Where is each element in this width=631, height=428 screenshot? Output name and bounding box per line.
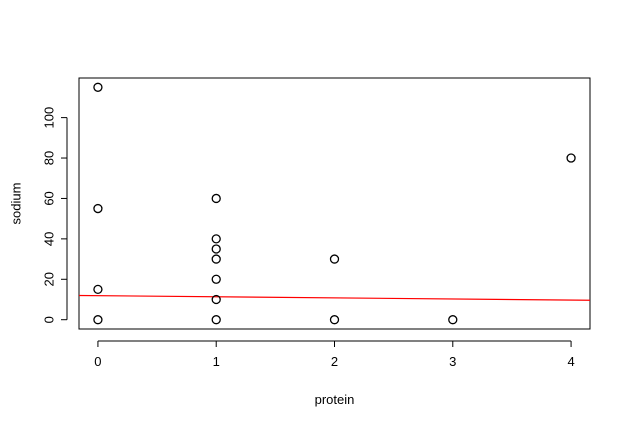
y-tick-label: 40 [41, 232, 56, 246]
data-point [329, 254, 340, 264]
y-tick-label: 0 [41, 316, 56, 323]
data-point [211, 294, 221, 305]
data-point [329, 315, 340, 325]
x-tick-label: 2 [331, 354, 338, 369]
y-tick-label: 60 [41, 191, 56, 205]
x-tick-label: 4 [567, 354, 574, 369]
data-point [93, 284, 103, 295]
y-tick-label: 80 [41, 151, 56, 165]
data-point [211, 244, 221, 254]
y-axis-label: sodium [8, 183, 23, 225]
y-tick-label: 20 [41, 272, 56, 286]
data-point [211, 193, 221, 204]
data-point [448, 315, 458, 325]
data-point [211, 254, 221, 264]
data-point [211, 274, 221, 284]
data-point [211, 234, 221, 244]
x-tick-label: 3 [449, 354, 456, 369]
x-tick-label: 1 [213, 354, 220, 369]
data-point [93, 315, 103, 325]
regression-line [79, 294, 590, 301]
x-tick-label: 0 [94, 354, 101, 369]
data-point [211, 315, 221, 325]
y-tick-label: 100 [41, 107, 56, 129]
plot-frame [78, 77, 591, 330]
x-axis-label: protein [315, 392, 355, 407]
data-point [566, 153, 576, 163]
data-point [93, 203, 103, 214]
data-point [93, 82, 103, 92]
